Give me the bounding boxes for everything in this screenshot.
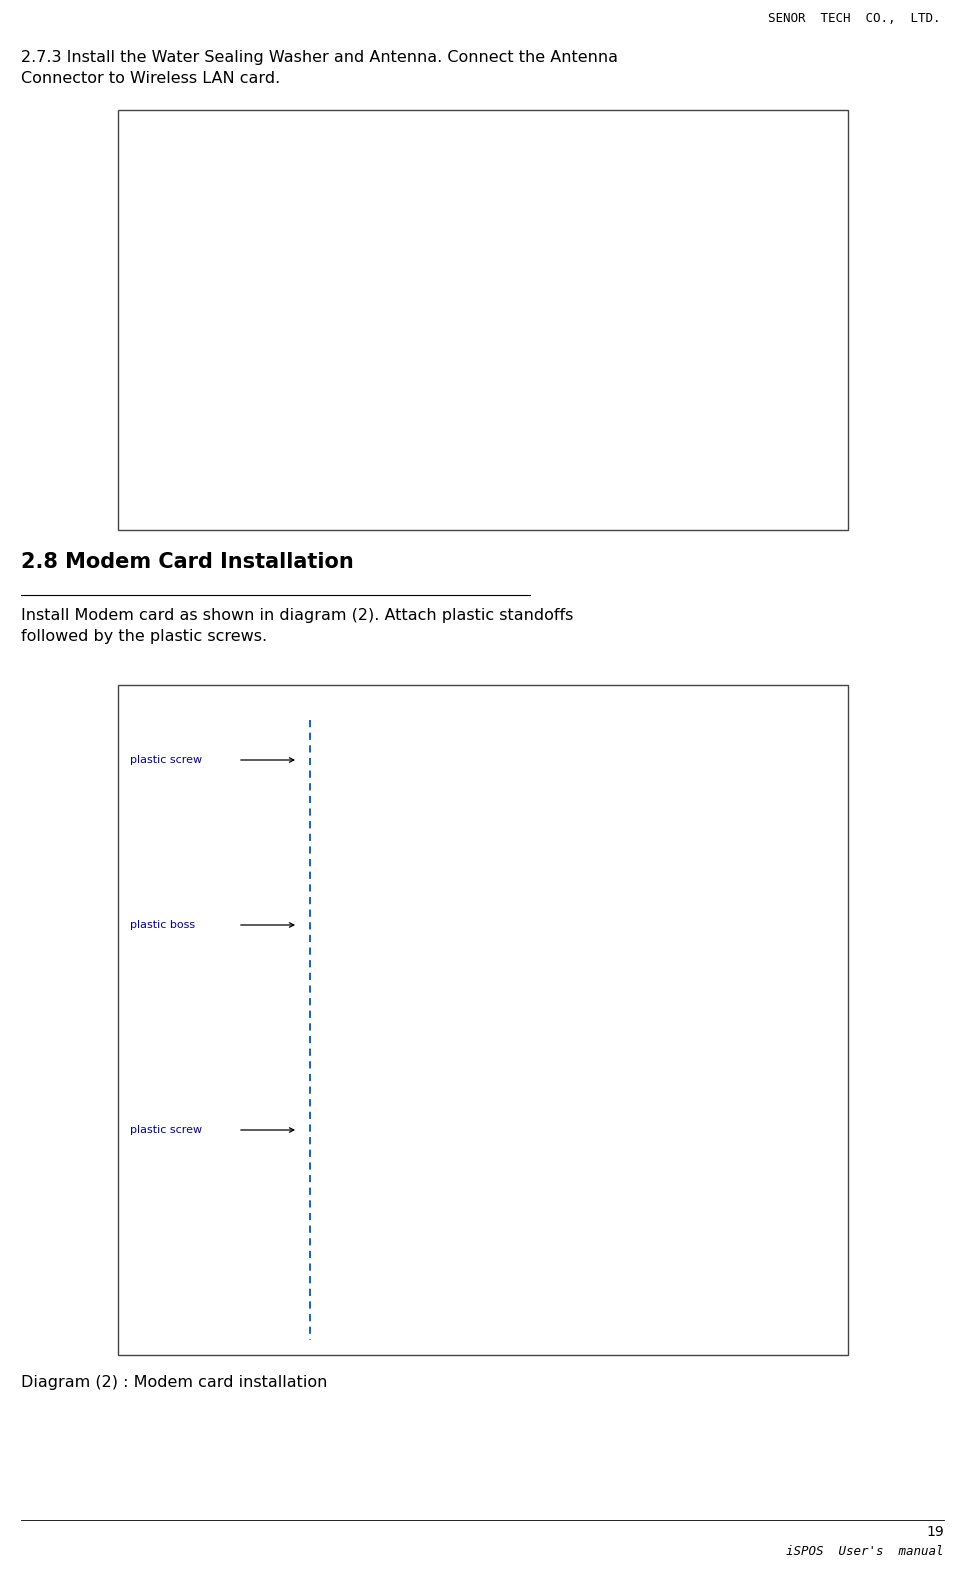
Bar <box>118 685 848 1355</box>
Text: 2.7.3 Install the Water Sealing Washer and Antenna. Connect the Antenna
Connecto: 2.7.3 Install the Water Sealing Washer a… <box>21 50 618 86</box>
Bar <box>118 110 848 531</box>
Text: plastic screw: plastic screw <box>130 1126 202 1135</box>
Text: plastic boss: plastic boss <box>130 920 195 929</box>
Text: Diagram (2) : Modem card installation: Diagram (2) : Modem card installation <box>21 1375 327 1389</box>
Text: SENOR  TECH  CO.,  LTD.: SENOR TECH CO., LTD. <box>767 13 940 25</box>
Text: Install Modem card as shown in diagram (2). Attach plastic standoffs
followed by: Install Modem card as shown in diagram (… <box>21 608 573 644</box>
Text: plastic screw: plastic screw <box>130 755 202 765</box>
Text: 2.8 Modem Card Installation: 2.8 Modem Card Installation <box>21 553 354 571</box>
Text: iSPOS  User's  manual: iSPOS User's manual <box>786 1545 944 1557</box>
Text: 19: 19 <box>926 1524 944 1539</box>
